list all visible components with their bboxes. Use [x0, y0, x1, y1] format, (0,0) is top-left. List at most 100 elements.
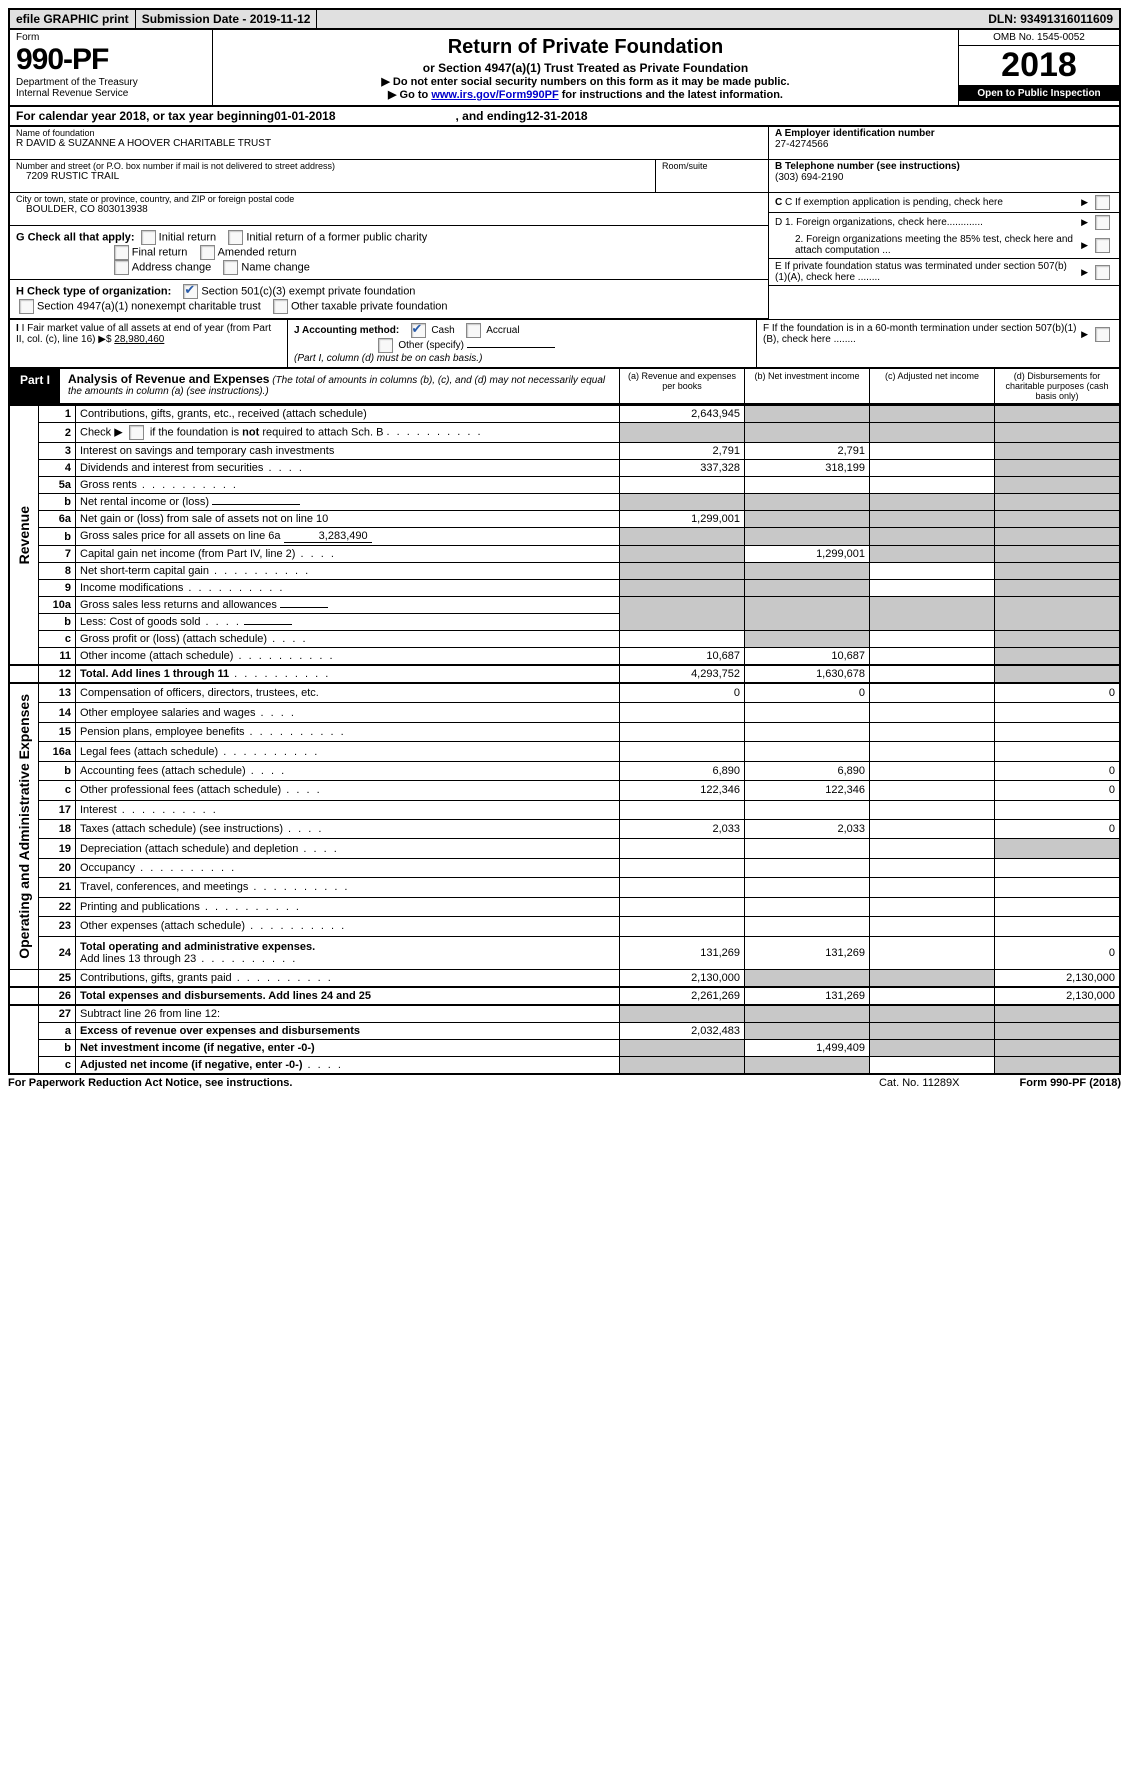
other-taxable-checkbox[interactable]	[273, 299, 288, 314]
phone: (303) 694-2190	[775, 172, 843, 183]
note-url: ▶ Go to www.irs.gov/Form990PF for instru…	[217, 88, 954, 101]
table-row: 8Net short-term capital gain	[9, 563, 1120, 580]
table-row: Revenue 1Contributions, gifts, grants, e…	[9, 406, 1120, 423]
table-row: 27Subtract line 26 from line 12:	[9, 1005, 1120, 1023]
year-begin: 01-01-2018	[274, 109, 335, 123]
table-row: 2Check ▶ if the foundation is not requir…	[9, 423, 1120, 443]
table-row: aExcess of revenue over expenses and dis…	[9, 1022, 1120, 1039]
open-public: Open to Public Inspection	[959, 86, 1119, 101]
submission-date: Submission Date - 2019-11-12	[136, 10, 318, 28]
calendar-year-row: For calendar year 2018, or tax year begi…	[8, 107, 1121, 127]
col-c-header: (c) Adjusted net income	[869, 369, 994, 403]
street-address: 7209 RUSTIC TRAIL	[16, 171, 649, 182]
fmv-amount: 28,980,460	[114, 334, 164, 345]
arrow-icon	[1081, 267, 1088, 278]
table-row: 20Occupancy	[9, 858, 1120, 877]
address-change-checkbox[interactable]	[114, 260, 129, 275]
ein: 27-4274566	[775, 139, 828, 150]
other-method-checkbox[interactable]	[378, 338, 393, 353]
form-subtitle: or Section 4947(a)(1) Trust Treated as P…	[217, 61, 954, 75]
table-row: 14Other employee salaries and wages	[9, 703, 1120, 722]
section-j: J Accounting method: Cash Accrual Other …	[288, 320, 757, 367]
col-d-header: (d) Disbursements for charitable purpose…	[994, 369, 1119, 403]
ijf-row: I I Fair market value of all assets at e…	[8, 319, 1121, 369]
ein-cell: A Employer identification number 27-4274…	[769, 127, 1119, 160]
name-change-checkbox[interactable]	[223, 260, 238, 275]
revenue-side-label: Revenue	[14, 498, 34, 572]
room-cell: Room/suite	[656, 160, 768, 193]
exemption-pending-checkbox[interactable]	[1095, 195, 1110, 210]
foreign-org-checkbox[interactable]	[1095, 215, 1110, 230]
final-return-checkbox[interactable]	[114, 245, 129, 260]
catalog-number: Cat. No. 11289X	[879, 1077, 960, 1089]
table-row: 26Total expenses and disbursements. Add …	[9, 987, 1120, 1005]
section-f: F If the foundation is in a 60-month ter…	[757, 320, 1119, 367]
table-row: 15Pension plans, employee benefits	[9, 722, 1120, 741]
city-cell: City or town, state or province, country…	[10, 193, 768, 226]
entity-info: Name of foundation R DAVID & SUZANNE A H…	[8, 127, 1121, 319]
4947-checkbox[interactable]	[19, 299, 34, 314]
form-ref: Form 990-PF (2018)	[1020, 1077, 1122, 1089]
table-row: 16aLegal fees (attach schedule)	[9, 742, 1120, 761]
foundation-name: R DAVID & SUZANNE A HOOVER CHARITABLE TR…	[16, 138, 762, 149]
status-terminated-checkbox[interactable]	[1095, 265, 1110, 280]
table-row: cGross profit or (loss) (attach schedule…	[9, 631, 1120, 648]
section-e: E If private foundation status was termi…	[769, 259, 1119, 286]
table-row: 7Capital gain net income (from Part IV, …	[9, 546, 1120, 563]
note-ssn: ▶ Do not enter social security numbers o…	[217, 75, 954, 88]
table-row: 10aGross sales less returns and allowanc…	[9, 597, 1120, 614]
table-row: cOther professional fees (attach schedul…	[9, 781, 1120, 800]
table-row: bNet investment income (if negative, ent…	[9, 1039, 1120, 1056]
table-row: 6aNet gain or (loss) from sale of assets…	[9, 511, 1120, 528]
85pct-test-checkbox[interactable]	[1095, 238, 1110, 253]
section-g: G Check all that apply: Initial return I…	[10, 226, 768, 280]
year-end: 12-31-2018	[526, 109, 587, 123]
form-number: 990-PF	[16, 43, 206, 77]
header-mid: Return of Private Foundation or Section …	[213, 30, 958, 105]
header-left: Form 990-PF Department of the Treasury I…	[10, 30, 213, 105]
omb-number: OMB No. 1545-0052	[959, 30, 1119, 45]
arrow-icon	[1081, 197, 1088, 208]
form-title: Return of Private Foundation	[217, 36, 954, 59]
arrow-icon	[1081, 217, 1088, 228]
initial-return-checkbox[interactable]	[141, 230, 156, 245]
table-row: bNet rental income or (loss)	[9, 494, 1120, 511]
section-c: C C If exemption application is pending,…	[769, 193, 1119, 213]
arrow-icon	[1081, 240, 1088, 251]
cash-checkbox[interactable]	[411, 323, 426, 338]
table-row: 25Contributions, gifts, grants paid2,130…	[9, 969, 1120, 987]
table-row: 12Total. Add lines 1 through 114,293,752…	[9, 665, 1120, 683]
table-row: 3Interest on savings and temporary cash …	[9, 443, 1120, 460]
table-row: 18Taxes (attach schedule) (see instructi…	[9, 820, 1120, 839]
arrow-icon	[1081, 329, 1088, 340]
city-state-zip: BOULDER, CO 803013938	[16, 204, 762, 215]
page-footer: For Paperwork Reduction Act Notice, see …	[8, 1075, 1121, 1091]
pra-notice: For Paperwork Reduction Act Notice, see …	[8, 1077, 292, 1089]
501c3-checkbox[interactable]	[183, 284, 198, 299]
irs: Internal Revenue Service	[16, 88, 206, 99]
table-row: 9Income modifications	[9, 580, 1120, 597]
table-row: 24Total operating and administrative exp…	[9, 936, 1120, 969]
initial-former-checkbox[interactable]	[228, 230, 243, 245]
form-header: Form 990-PF Department of the Treasury I…	[8, 30, 1121, 107]
table-row: bAccounting fees (attach schedule)6,8906…	[9, 761, 1120, 780]
amended-return-checkbox[interactable]	[200, 245, 215, 260]
sch-b-checkbox[interactable]	[129, 425, 144, 440]
phone-cell: B Telephone number (see instructions) (3…	[769, 160, 1119, 193]
form990pf-link[interactable]: www.irs.gov/Form990PF	[431, 89, 558, 101]
table-row: 19Depreciation (attach schedule) and dep…	[9, 839, 1120, 858]
expenses-side-label: Operating and Administrative Expenses	[14, 686, 34, 967]
table-row: 4Dividends and interest from securities3…	[9, 460, 1120, 477]
accrual-checkbox[interactable]	[466, 323, 481, 338]
foundation-name-cell: Name of foundation R DAVID & SUZANNE A H…	[10, 127, 768, 160]
60month-checkbox[interactable]	[1095, 327, 1110, 342]
part1-header: Part I Analysis of Revenue and Expenses …	[8, 369, 1121, 405]
dept: Department of the Treasury	[16, 77, 206, 88]
table-row: Operating and Administrative Expenses 13…	[9, 683, 1120, 703]
section-i: I I Fair market value of all assets at e…	[10, 320, 288, 367]
col-a-header: (a) Revenue and expenses per books	[619, 369, 744, 403]
dln: DLN: 93491316011609	[982, 10, 1119, 28]
col-b-header: (b) Net investment income	[744, 369, 869, 403]
table-row: bGross sales price for all assets on lin…	[9, 528, 1120, 546]
form-word: Form	[16, 32, 206, 43]
